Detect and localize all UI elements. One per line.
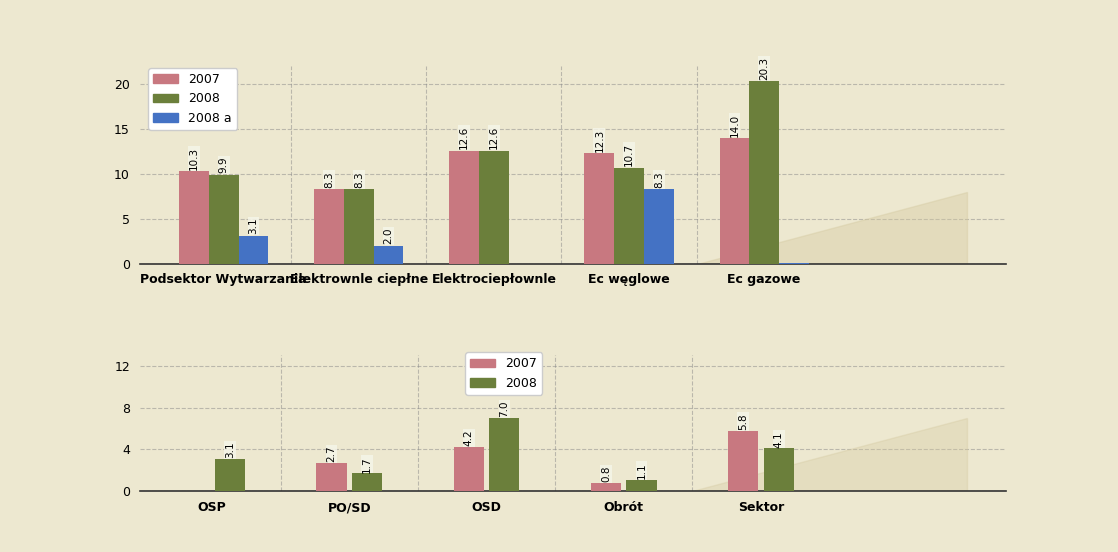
Bar (490, 418, 520, 491)
Bar (480, 151, 509, 263)
Text: 12.6: 12.6 (459, 126, 470, 149)
Text: 10.7: 10.7 (624, 143, 634, 166)
Legend: 2007, 2008, 2008 a: 2007, 2008, 2008 a (149, 68, 237, 130)
Bar (720, 138, 749, 263)
Bar (373, 246, 404, 263)
Text: 9.9: 9.9 (219, 157, 229, 173)
Bar (764, 448, 794, 491)
Text: 5.8: 5.8 (738, 413, 748, 430)
Bar (728, 431, 758, 491)
Bar (238, 236, 268, 263)
Text: 14.0: 14.0 (729, 114, 739, 137)
Bar (179, 171, 209, 263)
Bar (626, 480, 656, 491)
Text: 4.1: 4.1 (774, 431, 784, 448)
Bar (314, 189, 344, 263)
Text: 7.0: 7.0 (500, 401, 510, 417)
Text: 3.1: 3.1 (225, 442, 235, 458)
Text: 10.3: 10.3 (189, 147, 199, 170)
Text: 8.3: 8.3 (324, 171, 334, 188)
Bar (749, 82, 779, 263)
Bar (590, 483, 620, 491)
Text: 12.6: 12.6 (489, 126, 499, 149)
Legend: 2007, 2008: 2007, 2008 (465, 353, 542, 395)
Text: 8.3: 8.3 (353, 171, 363, 188)
Text: 4.2: 4.2 (464, 430, 474, 447)
Text: 2.7: 2.7 (326, 445, 337, 462)
Text: 1.1: 1.1 (636, 463, 646, 479)
Text: 3.1: 3.1 (248, 218, 258, 235)
Bar (209, 175, 238, 263)
Text: 0.8: 0.8 (600, 465, 610, 482)
Polygon shape (697, 192, 967, 263)
Text: 1.7: 1.7 (362, 456, 372, 473)
Text: 20.3: 20.3 (759, 57, 769, 80)
Bar (352, 474, 382, 491)
Bar (316, 463, 347, 491)
Bar (644, 189, 674, 263)
Text: 12.3: 12.3 (595, 129, 605, 152)
Bar (454, 447, 484, 491)
Bar (614, 168, 644, 263)
Bar (585, 153, 614, 263)
Bar (449, 151, 480, 263)
Text: 2.0: 2.0 (383, 228, 394, 244)
Bar (215, 459, 245, 491)
Text: 8.3: 8.3 (654, 171, 664, 188)
Bar (344, 189, 373, 263)
Polygon shape (692, 418, 967, 491)
